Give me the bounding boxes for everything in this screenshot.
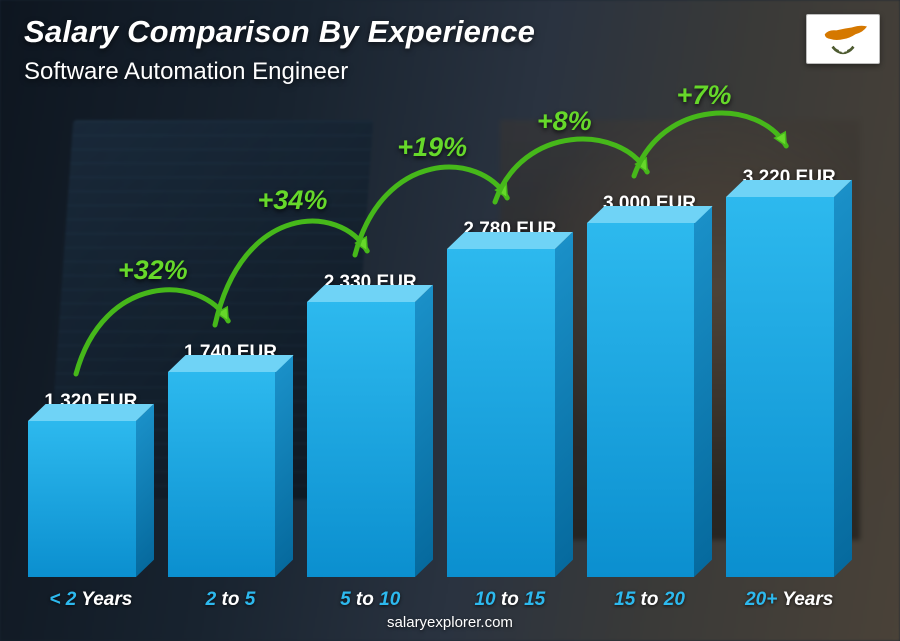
pct-change-label: +8% bbox=[537, 106, 592, 137]
bar bbox=[587, 223, 713, 577]
bar bbox=[307, 302, 433, 577]
bar-slot: 3,000 EUR15 to 20 bbox=[587, 193, 713, 577]
olive-branch-left bbox=[832, 47, 843, 54]
pct-change-label: +7% bbox=[677, 80, 732, 111]
bar-chart: 1,320 EUR< 2 Years1,740 EUR2 to 52,330 E… bbox=[28, 107, 852, 577]
cyprus-island-shape bbox=[825, 26, 867, 40]
country-flag-icon bbox=[806, 14, 880, 64]
bar bbox=[447, 249, 573, 577]
bar-caption: 20+ Years bbox=[745, 589, 833, 611]
pct-change-label: +32% bbox=[118, 255, 188, 286]
page-title: Salary Comparison By Experience bbox=[24, 14, 535, 50]
infographic: Salary Comparison By Experience Software… bbox=[0, 0, 900, 641]
bar-slot: 1,320 EUR< 2 Years bbox=[28, 391, 154, 577]
pct-change-label: +34% bbox=[258, 185, 328, 216]
bar-slot: 3,220 EUR20+ Years bbox=[726, 167, 852, 577]
bar-caption: 2 to 5 bbox=[206, 589, 256, 611]
bar-caption: < 2 Years bbox=[49, 589, 132, 611]
page-subtitle: Software Automation Engineer bbox=[24, 58, 348, 86]
bar-slot: 2,780 EUR10 to 15 bbox=[447, 219, 573, 577]
footer-attribution: salaryexplorer.com bbox=[0, 614, 900, 631]
bar-slot: 2,330 EUR5 to 10 bbox=[307, 272, 433, 577]
bar-caption: 5 to 10 bbox=[340, 589, 400, 611]
bar-slot: 1,740 EUR2 to 5 bbox=[168, 342, 294, 577]
bar-caption: 15 to 20 bbox=[614, 589, 685, 611]
bar bbox=[726, 197, 852, 577]
pct-change-label: +19% bbox=[397, 132, 467, 163]
bar bbox=[28, 421, 154, 577]
bar-caption: 10 to 15 bbox=[474, 589, 545, 611]
bar bbox=[168, 372, 294, 577]
olive-branch-right bbox=[843, 47, 854, 54]
